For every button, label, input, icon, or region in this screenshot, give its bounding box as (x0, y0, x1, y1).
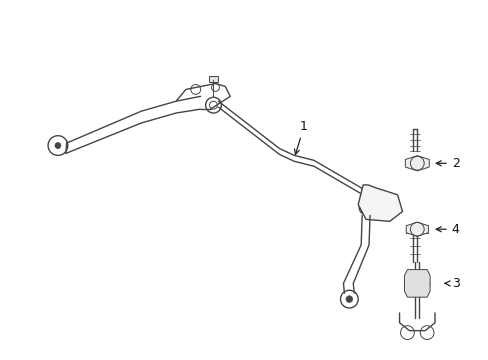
Polygon shape (405, 156, 428, 171)
Text: 1: 1 (294, 120, 307, 154)
Polygon shape (406, 222, 427, 236)
Text: 3: 3 (444, 277, 459, 290)
Text: 4: 4 (435, 223, 459, 236)
Circle shape (55, 143, 61, 148)
Circle shape (345, 296, 352, 302)
Polygon shape (404, 270, 429, 297)
Polygon shape (358, 185, 402, 221)
Text: 2: 2 (435, 157, 459, 170)
Bar (208, 76, 218, 82)
